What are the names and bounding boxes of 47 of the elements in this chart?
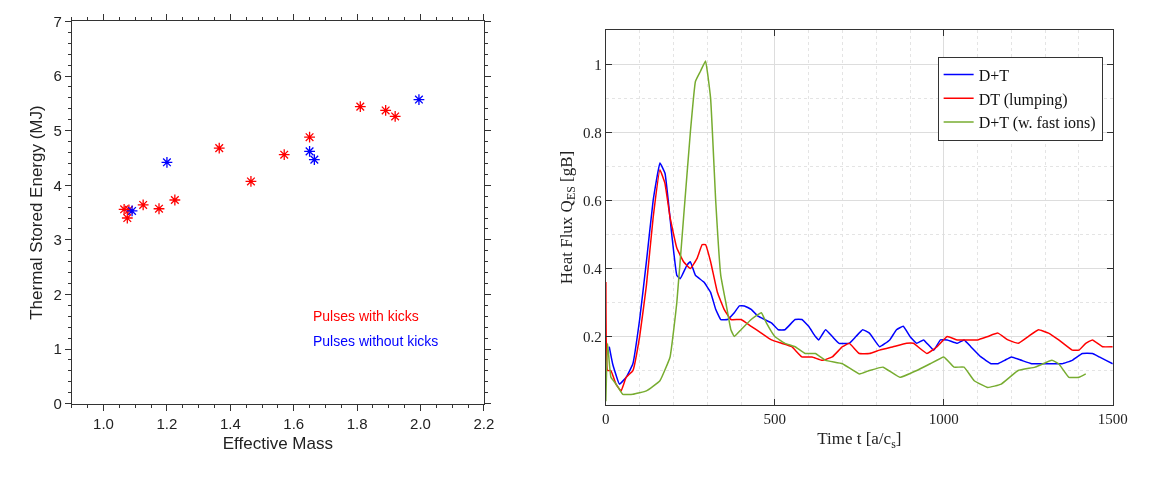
- y-tick-label: 4: [53, 176, 62, 194]
- x-tick-label: 2.0: [410, 414, 431, 432]
- y-tick-label: 1: [594, 56, 602, 73]
- point: [308, 153, 321, 166]
- legend-label: D+T: [978, 66, 1010, 84]
- point: [160, 156, 173, 169]
- legend-label: D+T (w. fast ions): [978, 114, 1096, 133]
- point: [354, 100, 367, 113]
- y-tick-label: 0.4: [583, 260, 603, 277]
- point: [213, 142, 226, 155]
- x-tick-label: 2.2: [473, 414, 495, 432]
- point: [168, 193, 181, 207]
- x-tick-label: 1.4: [219, 414, 241, 432]
- x-axis-title: Time t [a/c$_{s}$]: [817, 428, 902, 451]
- point: [126, 204, 139, 217]
- x-tick-label: 1000: [928, 410, 959, 427]
- point: [152, 202, 166, 215]
- point: [278, 148, 291, 161]
- point: [412, 93, 425, 106]
- x-tick-label: 1.8: [346, 414, 368, 432]
- point: [303, 131, 316, 144]
- x-axis-title: Effective Mass: [222, 434, 333, 454]
- text: Pulses with kicks: [313, 308, 419, 324]
- y-tick-label: 0.2: [583, 328, 602, 345]
- text: Pulses without kicks: [313, 333, 439, 349]
- y-tick-label: 5: [53, 121, 62, 139]
- y-axis-title: Thermal Stored Energy (MJ): [27, 105, 47, 320]
- y-tick-label: 0.6: [583, 192, 603, 209]
- y-tick-label: 1: [53, 340, 62, 358]
- y-tick-label: 0.8: [583, 124, 602, 141]
- point: [244, 175, 257, 188]
- point: [121, 211, 134, 225]
- y-tick-label: 7: [53, 12, 62, 30]
- y-tick-label: 0: [53, 394, 62, 412]
- x-tick-label: 1500: [1097, 410, 1128, 427]
- y-tick-label: 2: [53, 285, 62, 303]
- x-tick-label: 1.2: [156, 414, 178, 432]
- x-tick-label: 500: [763, 410, 787, 427]
- x-tick-label: 1.6: [283, 414, 305, 432]
- legend-label: DT (lumping): [978, 90, 1068, 109]
- point: [303, 145, 316, 158]
- y-tick-label: 3: [53, 231, 62, 249]
- x-tick-label: 1.0: [93, 414, 114, 432]
- point: [389, 110, 402, 123]
- point: [137, 198, 150, 211]
- y-tick-label: 6: [53, 67, 62, 85]
- point: [379, 104, 392, 117]
